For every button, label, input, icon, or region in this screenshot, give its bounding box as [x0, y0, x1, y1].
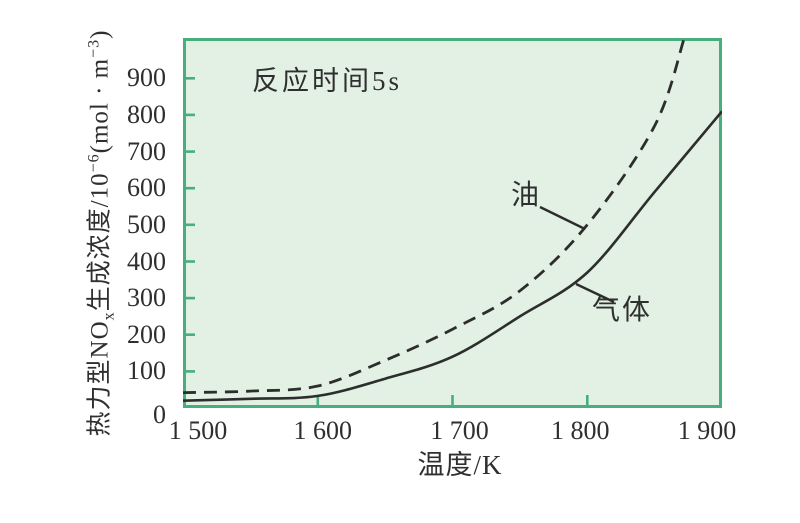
y-axis-title-text: )	[86, 29, 114, 39]
x-tick-label: 1 500	[168, 416, 228, 445]
y-tick-label: 600	[127, 173, 166, 203]
y-tick-label: 100	[127, 356, 166, 386]
y-tick-label: 300	[127, 283, 166, 313]
oil-series-label: 油	[511, 180, 540, 211]
x-axis-title: 温度/K	[417, 450, 503, 480]
y-axis-title-exponent: −3	[85, 38, 103, 58]
x-tick-label: 1 900	[677, 416, 737, 445]
gas-series-label: 气体	[592, 295, 653, 326]
y-tick-label: 200	[127, 319, 166, 349]
y-tick-label: 800	[127, 99, 166, 129]
reaction-time-annotation: 反应时间5s	[252, 66, 403, 96]
x-tick-label: 1 800	[551, 416, 610, 445]
y-tick-label: 400	[127, 246, 166, 276]
x-tick-label: 1 700	[430, 416, 489, 445]
y-tick-label: 0	[153, 400, 166, 429]
x-tick-label: 1 600	[293, 416, 353, 445]
y-tick-label: 900	[127, 63, 166, 93]
y-tick-label: 700	[127, 136, 166, 166]
plot-area	[183, 38, 722, 408]
y-tick-label: 500	[127, 209, 166, 239]
